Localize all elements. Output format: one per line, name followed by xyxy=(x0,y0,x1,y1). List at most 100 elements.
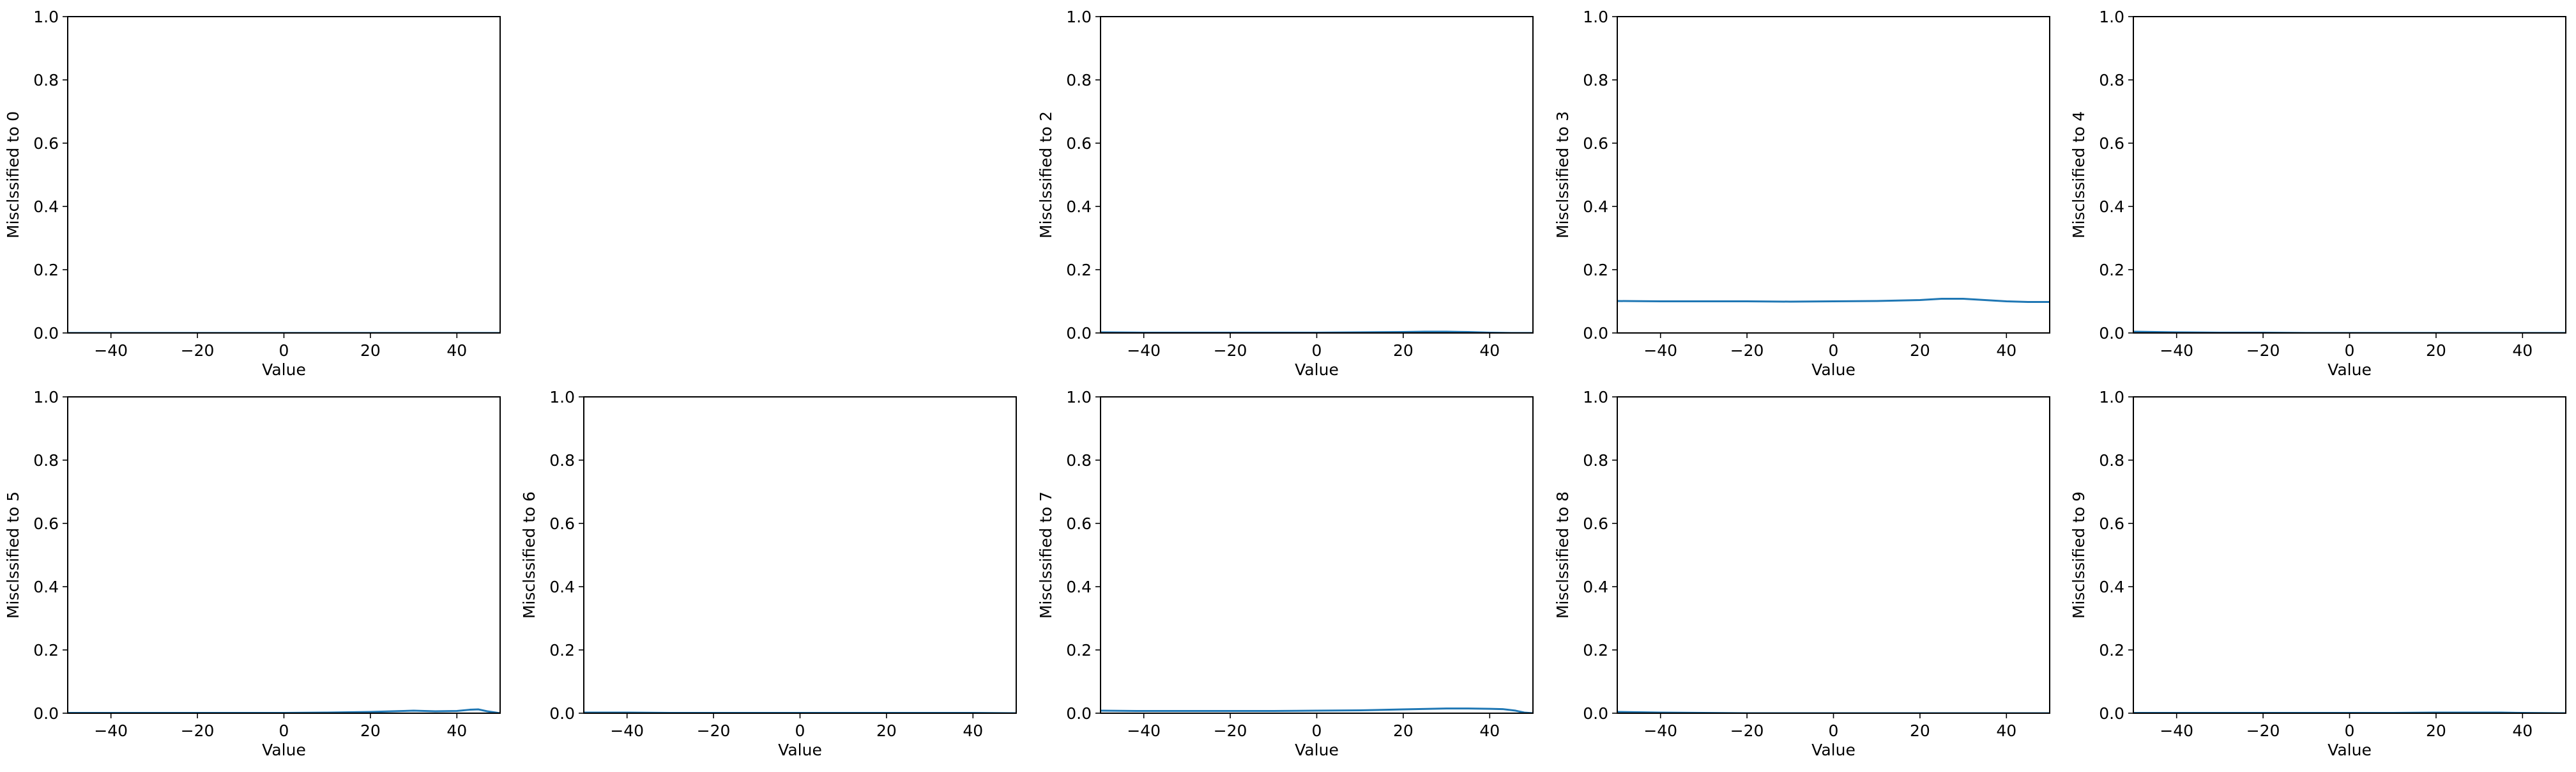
x-tick-label: 40 xyxy=(963,722,983,740)
x-tick-label: 20 xyxy=(1393,722,1414,740)
y-tick-label: 0.6 xyxy=(1066,134,1092,153)
x-tick-label: −20 xyxy=(1214,341,1247,360)
x-tick-label: 20 xyxy=(1393,341,1414,360)
y-tick-label: 0.8 xyxy=(2099,71,2124,89)
y-tick-label: 0.4 xyxy=(549,578,575,596)
plot-frame xyxy=(2133,16,2566,334)
x-tick-label: 20 xyxy=(1910,722,1930,740)
x-tick-label: 0 xyxy=(2345,341,2355,360)
x-tick-label: −40 xyxy=(2160,341,2193,360)
y-tick-label: 1.0 xyxy=(1066,8,1092,26)
y-tick-label: 1.0 xyxy=(33,388,59,406)
y-tick-label: 0.6 xyxy=(1583,514,1608,533)
y-tick-label: 0.2 xyxy=(33,641,59,660)
x-tick-label: 0 xyxy=(1829,341,1839,360)
x-tick-label: 40 xyxy=(1479,722,1500,740)
x-tick-label: −40 xyxy=(1127,341,1161,360)
y-tick-label: 0.2 xyxy=(1066,641,1092,660)
y-tick-label: 1.0 xyxy=(2099,8,2124,26)
y-tick-label: 0.6 xyxy=(33,514,59,533)
y-axis-label: Misclssified to 3 xyxy=(1553,111,1572,238)
x-axis-label: Value xyxy=(2328,741,2372,759)
y-tick-label: 0.4 xyxy=(1583,197,1608,216)
y-tick-label: 0.0 xyxy=(1066,704,1092,723)
x-tick-label: −20 xyxy=(181,341,215,360)
subplot-0: −40 −20 0 20 40 0.0 0.2 0.4 0.6 0.8 1.0 Value Miscls… xyxy=(4,8,501,379)
x-tick-label: 40 xyxy=(446,722,467,740)
y-tick-label: 0.8 xyxy=(33,71,59,89)
x-axis-label: Value xyxy=(262,741,306,759)
y-tick-label: 0.8 xyxy=(1583,71,1608,89)
x-tick-label: 40 xyxy=(2512,722,2533,740)
plot-frame xyxy=(1617,396,2050,714)
y-tick-label: 0.2 xyxy=(1583,641,1608,660)
y-axis-label: Misclssified to 6 xyxy=(520,491,538,619)
subplot-5: −40 −20 0 20 40 0.0 0.2 0.4 0.6 0.8 1.0 Value Miscls… xyxy=(4,388,501,759)
x-tick-label: 40 xyxy=(1996,722,2016,740)
y-tick-label: 0.6 xyxy=(1066,514,1092,533)
x-tick-label: −40 xyxy=(610,722,644,740)
y-tick-label: 0.4 xyxy=(2099,197,2124,216)
y-axis-label: Misclssified to 4 xyxy=(2069,111,2088,238)
y-tick-label: 0.4 xyxy=(1066,197,1092,216)
y-tick-label: 0.4 xyxy=(1066,578,1092,596)
subplot-2: −40 −20 0 20 40 0.0 0.2 0.4 0.6 0.8 1.0 Value Miscls… xyxy=(1037,8,1534,379)
y-tick-label: 1.0 xyxy=(1583,388,1608,406)
x-tick-label: −20 xyxy=(1214,722,1247,740)
plot-frame xyxy=(67,16,501,334)
y-tick-label: 0.8 xyxy=(1066,71,1092,89)
subplot-6: −40 −20 0 20 40 0.0 0.2 0.4 0.6 0.8 1.0 Value Miscls… xyxy=(520,388,1017,759)
y-axis-label: Misclssified to 5 xyxy=(4,491,22,619)
y-tick-label: 0.4 xyxy=(33,197,59,216)
y-tick-label: 0.6 xyxy=(2099,514,2124,533)
x-tick-label: −40 xyxy=(1643,341,1677,360)
x-tick-label: −40 xyxy=(94,341,128,360)
subplot-8: −40 −20 0 20 40 0.0 0.2 0.4 0.6 0.8 1.0 Value Miscls… xyxy=(1553,388,2050,759)
y-tick-label: 0.6 xyxy=(33,134,59,153)
y-tick-label: 0.0 xyxy=(2099,704,2124,723)
x-tick-label: 0 xyxy=(795,722,805,740)
x-tick-label: 20 xyxy=(2426,722,2446,740)
x-tick-label: −40 xyxy=(2160,722,2193,740)
y-tick-label: 1.0 xyxy=(33,8,59,26)
x-axis-label: Value xyxy=(1295,741,1339,759)
y-tick-label: 0.8 xyxy=(2099,451,2124,470)
x-tick-label: 40 xyxy=(1996,341,2016,360)
y-tick-label: 0.2 xyxy=(1583,261,1608,279)
subplot-7: −40 −20 0 20 40 0.0 0.2 0.4 0.6 0.8 1.0 Value Miscls… xyxy=(1037,388,1534,759)
y-tick-label: 0.8 xyxy=(549,451,575,470)
series-line xyxy=(2133,330,2566,333)
y-tick-label: 0.2 xyxy=(33,261,59,279)
y-tick-label: 1.0 xyxy=(1583,8,1608,26)
x-tick-label: −20 xyxy=(181,722,215,740)
y-tick-label: 1.0 xyxy=(1066,388,1092,406)
y-axis-label: Misclssified to 2 xyxy=(1037,111,1055,238)
series-line xyxy=(1617,298,2050,303)
x-tick-label: 0 xyxy=(279,341,289,360)
x-tick-label: 0 xyxy=(279,722,289,740)
x-tick-label: 0 xyxy=(1312,722,1322,740)
series-line xyxy=(1617,711,2050,713)
y-tick-label: 0.0 xyxy=(2099,324,2124,343)
plot-frame xyxy=(1100,16,1534,334)
plot-frame xyxy=(1100,396,1534,714)
plot-frame xyxy=(583,396,1017,714)
x-axis-label: Value xyxy=(1811,741,1856,759)
x-tick-label: 0 xyxy=(2345,722,2355,740)
x-tick-label: −20 xyxy=(2246,341,2280,360)
plot-frame xyxy=(2133,396,2566,714)
y-tick-label: 0.4 xyxy=(2099,578,2124,596)
y-tick-label: 1.0 xyxy=(549,388,575,406)
x-tick-label: 0 xyxy=(1829,722,1839,740)
y-tick-label: 1.0 xyxy=(2099,388,2124,406)
x-axis-label: Value xyxy=(1811,360,1856,379)
x-tick-label: −40 xyxy=(94,722,128,740)
y-axis-label: Misclssified to 0 xyxy=(4,111,22,238)
x-tick-label: −20 xyxy=(697,722,731,740)
x-axis-label: Value xyxy=(262,360,306,379)
x-tick-label: 40 xyxy=(1479,341,1500,360)
y-tick-label: 0.6 xyxy=(549,514,575,533)
y-tick-label: 0.2 xyxy=(1066,261,1092,279)
y-tick-label: 0.2 xyxy=(2099,641,2124,660)
